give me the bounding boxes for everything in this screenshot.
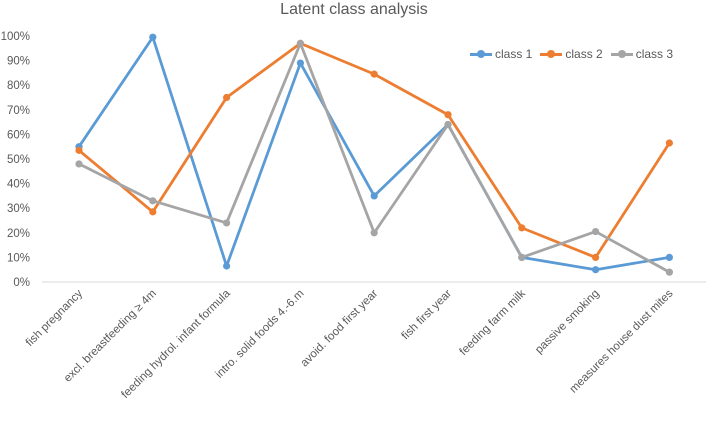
x-tick-label: feeding farm milk xyxy=(458,287,529,358)
legend-item-class-2: class 2 xyxy=(540,47,603,61)
x-tick-label: fish pregnancy xyxy=(24,287,86,349)
data-point xyxy=(296,39,304,47)
data-point xyxy=(370,70,378,78)
y-tick-label: 0% xyxy=(13,277,30,289)
y-tick-label: 100% xyxy=(1,31,30,43)
data-point xyxy=(665,253,674,261)
chart-title: Latent class analysis xyxy=(280,1,428,18)
y-tick-label: 40% xyxy=(7,179,30,191)
data-point xyxy=(296,59,304,67)
legend-marker-icon xyxy=(540,50,563,58)
data-point xyxy=(149,197,157,205)
data-point xyxy=(370,192,378,200)
legend-item-class-1: class 1 xyxy=(470,47,532,61)
data-point xyxy=(149,208,157,216)
data-point xyxy=(592,266,600,274)
legend: class 1 class 2 class 3 xyxy=(470,47,673,61)
data-point xyxy=(444,111,452,119)
y-tick-label: 90% xyxy=(7,56,30,68)
y-tick-label: 80% xyxy=(7,80,30,92)
data-point xyxy=(444,120,452,129)
series-class-3 xyxy=(75,39,674,276)
legend-marker-icon xyxy=(470,50,492,58)
data-point xyxy=(223,219,231,227)
legend-marker-icon xyxy=(610,50,633,58)
series-class-1 xyxy=(75,33,674,274)
data-point xyxy=(665,268,674,276)
legend-item-class-3: class 3 xyxy=(610,47,674,61)
data-point xyxy=(75,146,83,154)
data-point xyxy=(223,93,231,102)
data-point xyxy=(518,224,526,232)
data-point xyxy=(592,253,600,261)
data-point xyxy=(370,229,378,237)
data-point xyxy=(592,227,600,236)
data-point xyxy=(149,33,157,41)
legend-label: class 2 xyxy=(565,47,603,61)
legend-label: class 3 xyxy=(635,47,674,61)
data-point xyxy=(665,139,674,147)
x-tick-label: avoid. food first year xyxy=(299,288,381,370)
x-tick-label: intro. solid foods 4.-6.m xyxy=(214,288,307,381)
y-tick-label: 20% xyxy=(7,228,30,240)
y-tick-label: 50% xyxy=(7,154,30,166)
y-tick-label: 30% xyxy=(7,203,30,215)
x-tick-label: passive smoking xyxy=(533,288,602,357)
x-tick-label: fish first year xyxy=(400,288,455,343)
legend-label: class 1 xyxy=(495,47,533,61)
y-tick-label: 70% xyxy=(7,105,30,117)
y-tick-label: 60% xyxy=(7,129,30,141)
y-tick-label: 10% xyxy=(7,252,30,264)
data-point xyxy=(223,262,231,270)
data-point xyxy=(75,160,83,168)
data-point xyxy=(518,253,526,261)
